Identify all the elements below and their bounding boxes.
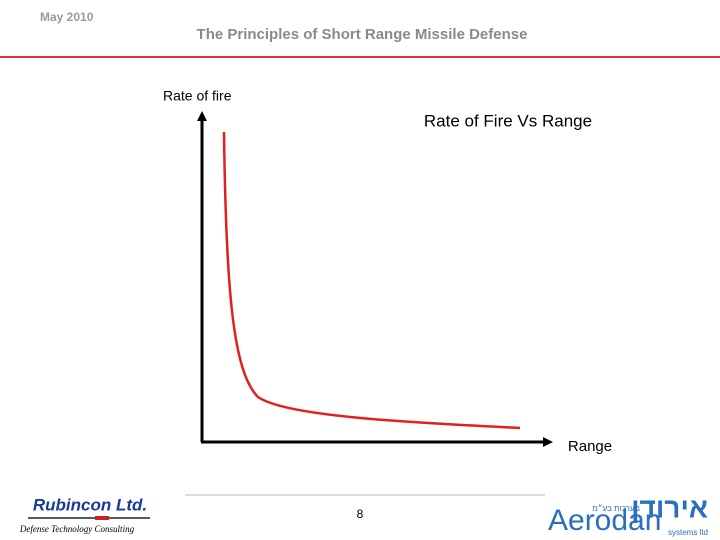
x-axis-arrow (543, 437, 553, 447)
page-number: 8 (357, 507, 364, 521)
y-axis-arrow (197, 111, 207, 121)
slide-title: The Principles of Short Range Missile De… (197, 26, 528, 43)
chart-title: Rate of Fire Vs Range (424, 111, 592, 130)
chart: Rate of fire Rate of Fire Vs Range Range (163, 88, 612, 455)
x-axis-label: Range (568, 438, 612, 455)
aerodan-logo: Aerodan אירודן מערכות בע״מ systems ltd (548, 492, 708, 537)
logo-sub: systems ltd (668, 528, 708, 537)
logo-hebrew-sub: מערכות בע״מ (592, 504, 640, 513)
y-axis-label: Rate of fire (163, 88, 232, 104)
date: May 2010 (40, 10, 94, 24)
company-tagline: Defense Technology Consulting (19, 524, 135, 534)
logo-hebrew: אירודן (631, 492, 708, 523)
logo-text: Aerodan (548, 504, 661, 537)
curve (222, 131, 521, 430)
company-name: Rubincon Ltd. (33, 495, 147, 514)
logo-accent (95, 516, 109, 520)
